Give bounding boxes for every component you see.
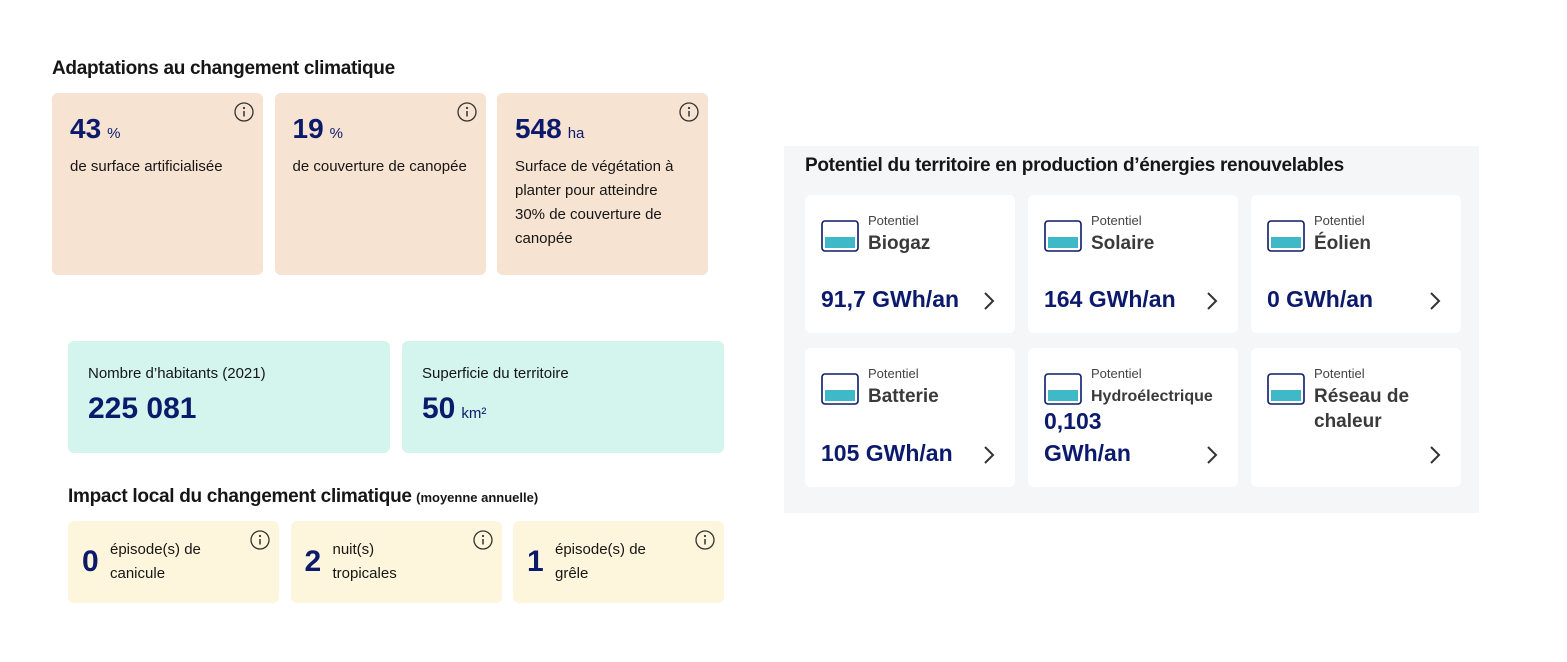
indicator-unit: ha — [567, 125, 585, 142]
section-subtitle: (moyenne annuelle) — [416, 490, 539, 505]
stat-label: Superficie du territoire — [422, 365, 569, 382]
energy-icon — [1044, 220, 1082, 252]
energy-card[interactable]: Potentiel Réseau de chaleur — [1251, 348, 1461, 487]
impact-value: 1 — [527, 545, 544, 578]
info-icon[interactable] — [249, 529, 271, 551]
stat-unit: km² — [461, 405, 487, 422]
section-title: Impact local du changement climatique — [68, 486, 412, 507]
section-heading: Impact local du changement climatique (m… — [68, 486, 538, 508]
energy-icon — [821, 373, 859, 405]
info-icon[interactable] — [472, 529, 494, 551]
stat-value: 225 081 — [88, 392, 197, 425]
energy-card[interactable]: Potentiel Éolien 0 GWh/an — [1251, 195, 1461, 333]
energy-icon — [1044, 373, 1082, 405]
energy-kicker: Potentiel — [868, 366, 919, 381]
impact-value: 2 — [304, 545, 322, 578]
section-title: Adaptations au changement climatique — [52, 58, 395, 79]
chevron[interactable] — [1206, 291, 1218, 311]
energy-name: Biogaz — [868, 233, 931, 254]
chevron[interactable] — [983, 291, 995, 311]
indicator-unit: % — [107, 125, 121, 142]
stat-card: Nombre d’habitants (2021) 225 081 — [68, 341, 390, 453]
indicator-unit: % — [329, 125, 343, 142]
impact-card: 1 épisode(s) de grêle — [513, 521, 724, 603]
energy-icon — [1267, 373, 1305, 405]
indicator-value: 19 — [292, 113, 324, 144]
energy-name: Batterie — [868, 386, 939, 407]
chevron[interactable] — [1429, 291, 1441, 311]
energy-card[interactable]: Potentiel Batterie 105 GWh/an — [805, 348, 1015, 487]
energy-icon — [821, 220, 859, 252]
info-icon[interactable] — [456, 101, 478, 123]
indicator-label: Surface de végétation à planter pour att… — [515, 158, 674, 247]
energy-name: Solaire — [1091, 233, 1155, 254]
energy-kicker: Potentiel — [1314, 366, 1365, 381]
energy-value: 164 GWh/an — [1044, 286, 1176, 312]
info-icon[interactable] — [233, 101, 255, 123]
indicator-card: 19% de couverture de canopée — [274, 93, 486, 275]
stat-value: 50 — [422, 392, 456, 425]
impact-card: 2 nuit(s) tropicales — [290, 521, 502, 603]
indicator-label: de couverture de canopée — [292, 158, 467, 175]
energy-kicker: Potentiel — [1314, 213, 1365, 228]
energy-value: 0,103 GWh/an — [1044, 408, 1131, 466]
energy-name: Hydroélectrique — [1091, 388, 1213, 405]
energy-card[interactable]: Potentiel Hydroélectrique 0,103 GWh/an — [1028, 348, 1238, 487]
impact-value: 0 — [82, 545, 99, 578]
chevron[interactable] — [1429, 445, 1441, 465]
energy-name: Réseau de chaleur — [1314, 386, 1410, 432]
impact-card: 0 épisode(s) de canicule — [68, 521, 279, 603]
energy-kicker: Potentiel — [1091, 213, 1142, 228]
chevron[interactable] — [983, 445, 995, 465]
energy-icon — [1267, 220, 1305, 252]
energy-value: 105 GWh/an — [821, 440, 953, 466]
info-icon[interactable] — [694, 529, 716, 551]
indicator-card: 43% de surface artificialisée — [52, 93, 263, 275]
section-title: Potentiel du territoire en production d’… — [805, 155, 1344, 176]
impact-label: épisode(s) de canicule — [110, 541, 201, 582]
chevron[interactable] — [1206, 445, 1218, 465]
energy-kicker: Potentiel — [868, 213, 919, 228]
energy-name: Éolien — [1314, 233, 1372, 254]
info-icon[interactable] — [678, 101, 700, 123]
energy-value: 91,7 GWh/an — [821, 286, 960, 312]
indicator-value: 548 — [515, 113, 562, 144]
stat-card: Superficie du territoire 50 km² — [402, 341, 724, 453]
indicator-value: 43 — [70, 113, 102, 144]
energy-kicker: Potentiel — [1091, 366, 1142, 381]
energy-card[interactable]: Potentiel Solaire 164 GWh/an — [1028, 195, 1238, 333]
indicator-label: de surface artificialisée — [70, 158, 223, 175]
energy-card[interactable]: Potentiel Biogaz 91,7 GWh/an — [805, 195, 1015, 333]
energy-value: 0 GWh/an — [1267, 286, 1374, 312]
impact-label: nuit(s) tropicales — [332, 541, 397, 582]
impact-label: épisode(s) de grêle — [555, 541, 646, 582]
stat-label: Nombre d’habitants (2021) — [88, 365, 266, 382]
indicator-card: 548 ha Surface de végétation à planter pou… — [497, 93, 708, 275]
